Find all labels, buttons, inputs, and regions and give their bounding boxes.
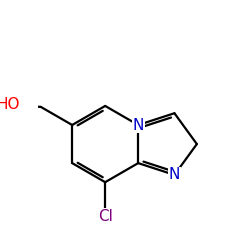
Text: Cl: Cl [98,209,112,224]
Text: HO: HO [0,98,20,112]
Text: N: N [132,118,144,132]
Text: N: N [169,168,180,182]
